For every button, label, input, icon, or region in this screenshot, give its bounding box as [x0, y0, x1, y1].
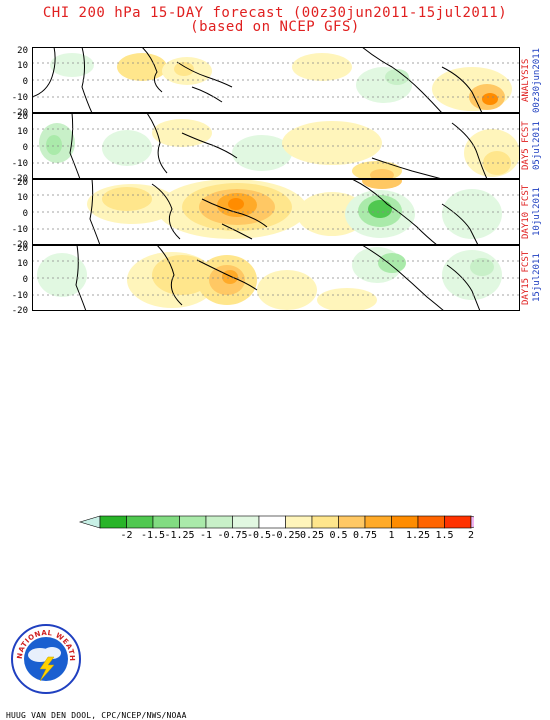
y-tick-label: -20 [11, 108, 28, 118]
panel-day15: 20 10 0 -10 -20 DAY15 FCST 15jul2011 [0, 244, 550, 316]
panel-date: 10jul2011 [532, 187, 542, 237]
panel-date: 05jul2011 [532, 121, 542, 171]
legend-tick-label: 1.25 [405, 530, 431, 541]
legend-tick-label: 1 [388, 530, 395, 541]
legend-swatch [311, 515, 339, 529]
legend-swatch [391, 515, 419, 529]
legend-tick-label: -1.5 [140, 530, 166, 541]
panel-day5: 20 10 0 -10 -20 DAY5 FCST 05jul2011 [0, 112, 550, 184]
legend-tick-label: 1.5 [435, 530, 454, 541]
map-day5 [32, 113, 520, 179]
panel-analysis: 20 10 0 -10 -20 ANALYSIS 00z30jun2011 [0, 46, 550, 118]
y-tick-label: 0 [22, 143, 28, 153]
legend-tick-label: -0.25 [270, 530, 301, 541]
y-tick-label: 0 [22, 275, 28, 285]
nws-logo: NATIONAL WEATHER SERVICE [10, 623, 81, 694]
legend-swatch [232, 515, 260, 529]
y-tick-label: 10 [17, 259, 28, 269]
y-tick-label: 10 [17, 61, 28, 71]
y-tick-label: -10 [11, 291, 28, 301]
legend-swatch [417, 515, 445, 529]
map-analysis [32, 47, 520, 113]
legend-arrow-low [78, 515, 101, 529]
legend-tick-label: 2 [467, 530, 475, 541]
legend-swatch [364, 515, 392, 529]
y-tick-label: 20 [17, 244, 28, 254]
panel-date: 00z30jun2011 [532, 47, 542, 113]
y-tick-label: -20 [11, 174, 28, 184]
chart-title: CHI 200 hPa 15-DAY forecast (00z30jun201… [42, 5, 508, 21]
color-legend [78, 515, 474, 529]
y-tick-label: -10 [11, 159, 28, 169]
panel-day10: 20 10 0 -10 -20 DAY10 FCST 10 [0, 178, 550, 250]
y-tick-label: -20 [11, 240, 28, 250]
legend-tick-label: -0.5 [246, 530, 272, 541]
y-tick-label: 0 [22, 209, 28, 219]
legend-swatch [285, 515, 313, 529]
legend-swatch [179, 515, 207, 529]
y-tick-label: 20 [17, 112, 28, 122]
legend-swatch [258, 515, 286, 529]
y-tick-label: 0 [22, 77, 28, 87]
y-tick-label: -10 [11, 225, 28, 235]
y-tick-label: 10 [17, 193, 28, 203]
legend-swatch [205, 515, 233, 529]
credit-line: HUUG VAN DEN DOOL, CPC/NCEP/NWS/NOAA [6, 711, 187, 720]
legend-tick-label: 0.75 [352, 530, 378, 541]
panel-date: 15jul2011 [532, 253, 542, 303]
legend-swatch [126, 515, 154, 529]
panel-coastlines [32, 47, 483, 113]
legend-tick-label: -1.25 [164, 530, 195, 541]
legend-tick-label: -2 [120, 530, 133, 541]
legend-tick-label: -1 [199, 530, 213, 541]
y-tick-label: 20 [17, 178, 28, 188]
chart-subtitle: (based on NCEP GFS) [190, 19, 360, 35]
legend-tick-label: -0.75 [217, 530, 248, 541]
y-tick-label: 10 [17, 127, 28, 137]
legend-swatch [338, 515, 366, 529]
legend-arrow-high [470, 515, 474, 529]
y-tick-label: -10 [11, 93, 28, 103]
y-tick-label: 20 [17, 46, 28, 56]
legend-swatch [444, 515, 472, 529]
legend-swatch [152, 515, 180, 529]
map-day10 [32, 179, 520, 245]
map-day15 [32, 245, 520, 311]
legend-tick-label: 0.5 [329, 530, 348, 541]
legend-tick-label: 0.25 [299, 530, 325, 541]
y-tick-label: -20 [11, 306, 28, 316]
legend-swatch [99, 515, 127, 529]
